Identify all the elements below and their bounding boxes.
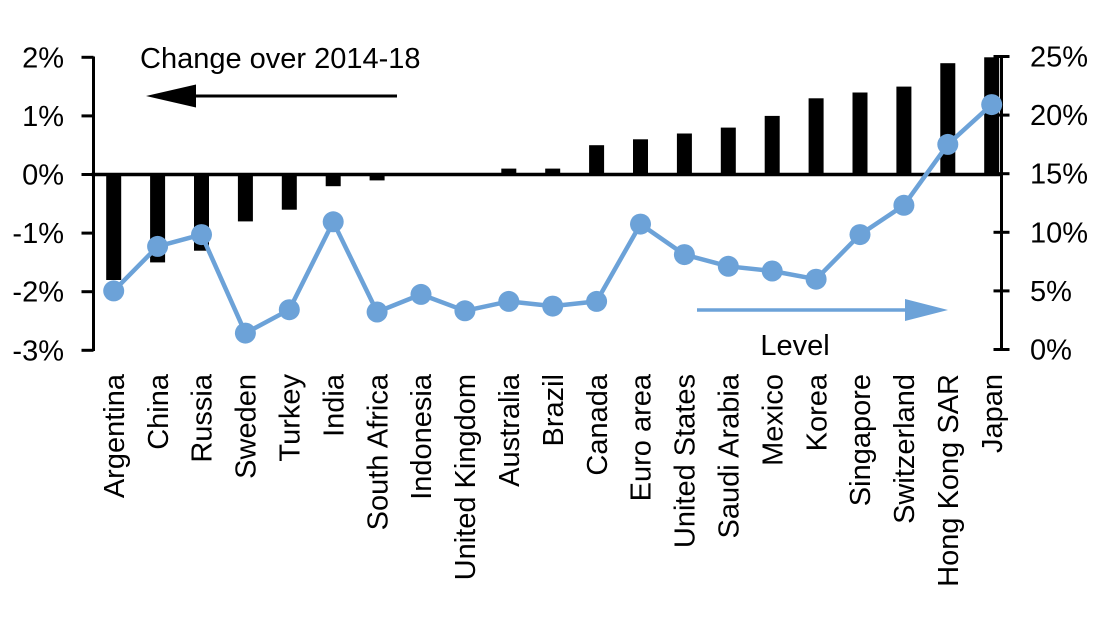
right-axis-tick-label: 25%	[1030, 42, 1088, 74]
bar-switzerland	[896, 86, 912, 175]
data-point-brazil	[542, 295, 564, 317]
category-label-south-africa: South Africa	[362, 373, 394, 530]
bar-japan	[984, 57, 1000, 175]
category-label-switzerland: Switzerland	[889, 374, 921, 524]
left-axis-tick-label: -3%	[12, 335, 64, 367]
bar-euro-area	[633, 139, 648, 175]
bar-korea	[808, 98, 824, 175]
category-label-euro-area: Euro area	[626, 373, 658, 501]
category-label-mexico: Mexico	[757, 374, 789, 466]
data-point-south-africa	[366, 301, 388, 323]
category-label-singapore: Singapore	[845, 374, 877, 506]
right-axis-tick-label: 10%	[1030, 217, 1088, 249]
right-axis-tick-label: 20%	[1030, 100, 1088, 132]
data-point-indonesia	[410, 283, 432, 305]
right-axis-tick-label: 15%	[1030, 159, 1088, 191]
bar-sweden	[237, 174, 253, 222]
category-label-korea: Korea	[801, 373, 833, 451]
data-point-japan	[981, 94, 1003, 116]
right-axis-tick-label: 0%	[1030, 335, 1072, 367]
data-point-china	[147, 235, 169, 257]
bar-series-layer	[106, 57, 1000, 280]
bar-hong-kong-sar	[940, 63, 956, 175]
bar-india	[325, 174, 341, 187]
data-point-turkey	[278, 299, 300, 321]
bar-singapore	[852, 92, 868, 175]
bar-mexico	[764, 115, 780, 175]
data-point-saudi-arabia	[717, 255, 739, 277]
bar-turkey	[281, 174, 297, 210]
category-label-indonesia: Indonesia	[406, 373, 438, 500]
left-axis-tick-label: 2%	[22, 42, 64, 74]
data-point-canada	[586, 290, 608, 312]
category-label-australia: Australia	[494, 373, 526, 487]
right-arrow-head-icon	[905, 299, 948, 321]
category-label-china: China	[143, 373, 175, 450]
bar-brazil	[545, 168, 561, 175]
bar-australia	[501, 168, 517, 175]
right-axis-tick-label: 5%	[1030, 276, 1072, 308]
data-point-mexico	[761, 260, 783, 282]
data-point-india	[322, 211, 344, 233]
data-point-sweden	[234, 322, 256, 344]
left-axis-tick-label: 1%	[22, 101, 64, 133]
category-label-japan: Japan	[977, 374, 1009, 453]
annotations-layer: Change over 2014-18 Level	[140, 43, 948, 362]
bar-canada	[589, 145, 605, 175]
chart-title: Change over 2014-18	[140, 43, 421, 75]
left-arrow-head-icon	[146, 84, 196, 108]
data-point-hong-kong-sar	[937, 133, 959, 155]
data-point-korea	[805, 268, 827, 290]
category-label-hong-kong-sar: Hong Kong SAR	[933, 374, 965, 587]
category-label-sweden: Sweden	[231, 374, 263, 479]
category-label-russia: Russia	[187, 373, 219, 463]
bar-united-states	[676, 133, 692, 175]
data-point-euro-area	[630, 213, 651, 235]
category-label-brazil: Brazil	[538, 374, 570, 447]
data-point-singapore	[849, 224, 871, 246]
bar-south-africa	[369, 174, 385, 181]
data-point-russia	[191, 224, 212, 246]
bar-saudi-arabia	[720, 127, 736, 175]
category-label-turkey: Turkey	[274, 374, 306, 462]
data-point-united-states	[673, 244, 695, 266]
category-label-saudi-arabia: Saudi Arabia	[713, 373, 745, 538]
data-point-united-kingdom	[454, 300, 476, 322]
left-axis-tick-label: 0%	[22, 160, 64, 192]
left-axis-tick-label: -1%	[12, 218, 64, 250]
category-label-united-states: United States	[670, 374, 702, 548]
line-series-layer	[103, 94, 1003, 344]
line-series-label: Level	[760, 330, 829, 362]
data-point-argentina	[103, 280, 125, 302]
category-labels-layer: Argentina China Russia Sweden Turkey India Sou…	[99, 373, 1009, 587]
category-label-united-kingdom: United Kingdom	[450, 374, 482, 580]
axes-layer: 2% 1% 0% -1% -2% -3% 25% 20% 15% 10% 5% 0%	[12, 42, 1088, 368]
category-label-india: India	[318, 373, 350, 437]
category-label-argentina: Argentina	[99, 373, 131, 498]
left-axis-tick-label: -2%	[12, 277, 64, 309]
data-point-australia	[498, 290, 520, 312]
category-label-canada: Canada	[582, 373, 614, 475]
bar-argentina	[106, 174, 122, 280]
data-point-switzerland	[893, 194, 915, 216]
